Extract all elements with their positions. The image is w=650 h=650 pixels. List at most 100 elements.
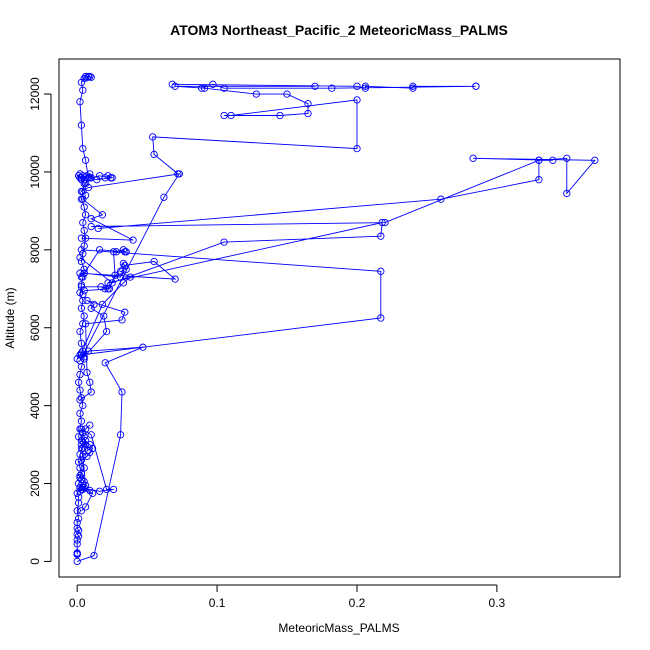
y-tick-label: 2000 bbox=[28, 470, 42, 497]
data-point bbox=[86, 421, 94, 429]
data-point bbox=[563, 189, 571, 198]
data-point bbox=[409, 84, 417, 92]
series-line bbox=[89, 175, 114, 181]
data-point bbox=[121, 308, 129, 316]
data-series bbox=[73, 72, 95, 559]
data-layer bbox=[73, 72, 599, 566]
chart-title: ATOM3 Northeast_Pacific_2 MeteoricMass_P… bbox=[170, 22, 508, 38]
data-point bbox=[149, 133, 157, 141]
data-point bbox=[76, 98, 84, 106]
data-point bbox=[86, 486, 94, 495]
x-tick-label: 0.3 bbox=[489, 596, 506, 610]
data-point bbox=[121, 248, 129, 256]
data-point bbox=[81, 191, 90, 199]
data-point bbox=[535, 176, 543, 184]
y-tick-label: 10000 bbox=[28, 155, 42, 189]
data-point bbox=[174, 170, 182, 178]
data-point bbox=[77, 246, 86, 254]
data-point bbox=[77, 339, 86, 347]
data-point bbox=[563, 154, 571, 162]
data-point bbox=[80, 226, 88, 235]
data-point bbox=[74, 499, 83, 507]
data-point bbox=[80, 203, 88, 211]
data-point bbox=[118, 316, 126, 324]
data-point bbox=[220, 238, 228, 246]
data-point bbox=[77, 304, 86, 312]
data-point bbox=[227, 111, 235, 120]
data-point bbox=[73, 530, 81, 538]
data-point bbox=[77, 187, 86, 196]
data-point bbox=[101, 285, 109, 293]
y-tick-label: 4000 bbox=[28, 392, 42, 419]
data-point bbox=[79, 296, 87, 305]
data-point bbox=[304, 100, 312, 108]
data-point bbox=[102, 485, 111, 494]
data-point bbox=[86, 378, 94, 386]
data-point bbox=[118, 388, 126, 396]
plot-frame bbox=[58, 58, 621, 578]
data-point bbox=[87, 388, 95, 396]
data-point bbox=[76, 483, 84, 492]
data-point bbox=[77, 349, 86, 357]
data-point bbox=[81, 437, 90, 445]
data-point bbox=[81, 156, 90, 164]
data-series bbox=[87, 154, 599, 233]
data-point bbox=[81, 440, 90, 449]
data-point bbox=[469, 154, 477, 162]
data-point bbox=[108, 174, 116, 182]
series-line bbox=[79, 261, 177, 280]
y-tick-label: 8000 bbox=[28, 236, 42, 263]
data-point bbox=[209, 80, 217, 88]
series-line bbox=[91, 157, 596, 229]
y-tick-label: 6000 bbox=[28, 314, 42, 341]
data-point bbox=[77, 425, 86, 433]
data-point bbox=[90, 551, 98, 560]
data-point bbox=[129, 236, 137, 244]
data-point bbox=[95, 487, 104, 495]
data-point bbox=[81, 503, 90, 511]
y-tick-label: 0 bbox=[28, 558, 42, 565]
data-point bbox=[77, 394, 86, 402]
data-point bbox=[73, 524, 81, 532]
data-point bbox=[377, 232, 385, 240]
series-line bbox=[79, 222, 383, 289]
data-point bbox=[83, 74, 91, 82]
series-line bbox=[77, 300, 144, 562]
data-point bbox=[591, 156, 599, 164]
data-point bbox=[121, 261, 129, 270]
data-point bbox=[150, 150, 158, 159]
data-point bbox=[353, 82, 361, 90]
data-point bbox=[549, 156, 557, 164]
data-point bbox=[95, 246, 104, 254]
data-point bbox=[76, 327, 84, 336]
data-point bbox=[472, 82, 480, 90]
data-point bbox=[304, 109, 312, 118]
data-point bbox=[361, 82, 370, 90]
data-point bbox=[160, 193, 168, 201]
data-point bbox=[79, 218, 87, 227]
data-point bbox=[83, 296, 91, 305]
data-point bbox=[171, 275, 179, 283]
data-point bbox=[77, 273, 86, 281]
data-point bbox=[81, 320, 90, 328]
data-point bbox=[353, 96, 361, 104]
y-axis-label: Altitude (m) bbox=[3, 287, 17, 348]
data-point bbox=[74, 532, 83, 540]
data-point bbox=[77, 444, 86, 453]
data-point bbox=[77, 417, 86, 425]
data-point bbox=[73, 518, 81, 527]
data-point bbox=[81, 425, 90, 433]
data-point bbox=[76, 409, 84, 418]
data-point bbox=[104, 279, 112, 287]
data-point bbox=[252, 90, 260, 98]
data-point bbox=[409, 82, 417, 90]
data-point bbox=[353, 144, 361, 153]
data-series bbox=[74, 421, 118, 515]
data-point bbox=[361, 84, 370, 92]
data-point bbox=[98, 300, 107, 309]
x-tick-label: 0.0 bbox=[69, 596, 86, 610]
data-point bbox=[76, 370, 84, 379]
data-point bbox=[76, 472, 84, 480]
data-point bbox=[109, 485, 118, 494]
